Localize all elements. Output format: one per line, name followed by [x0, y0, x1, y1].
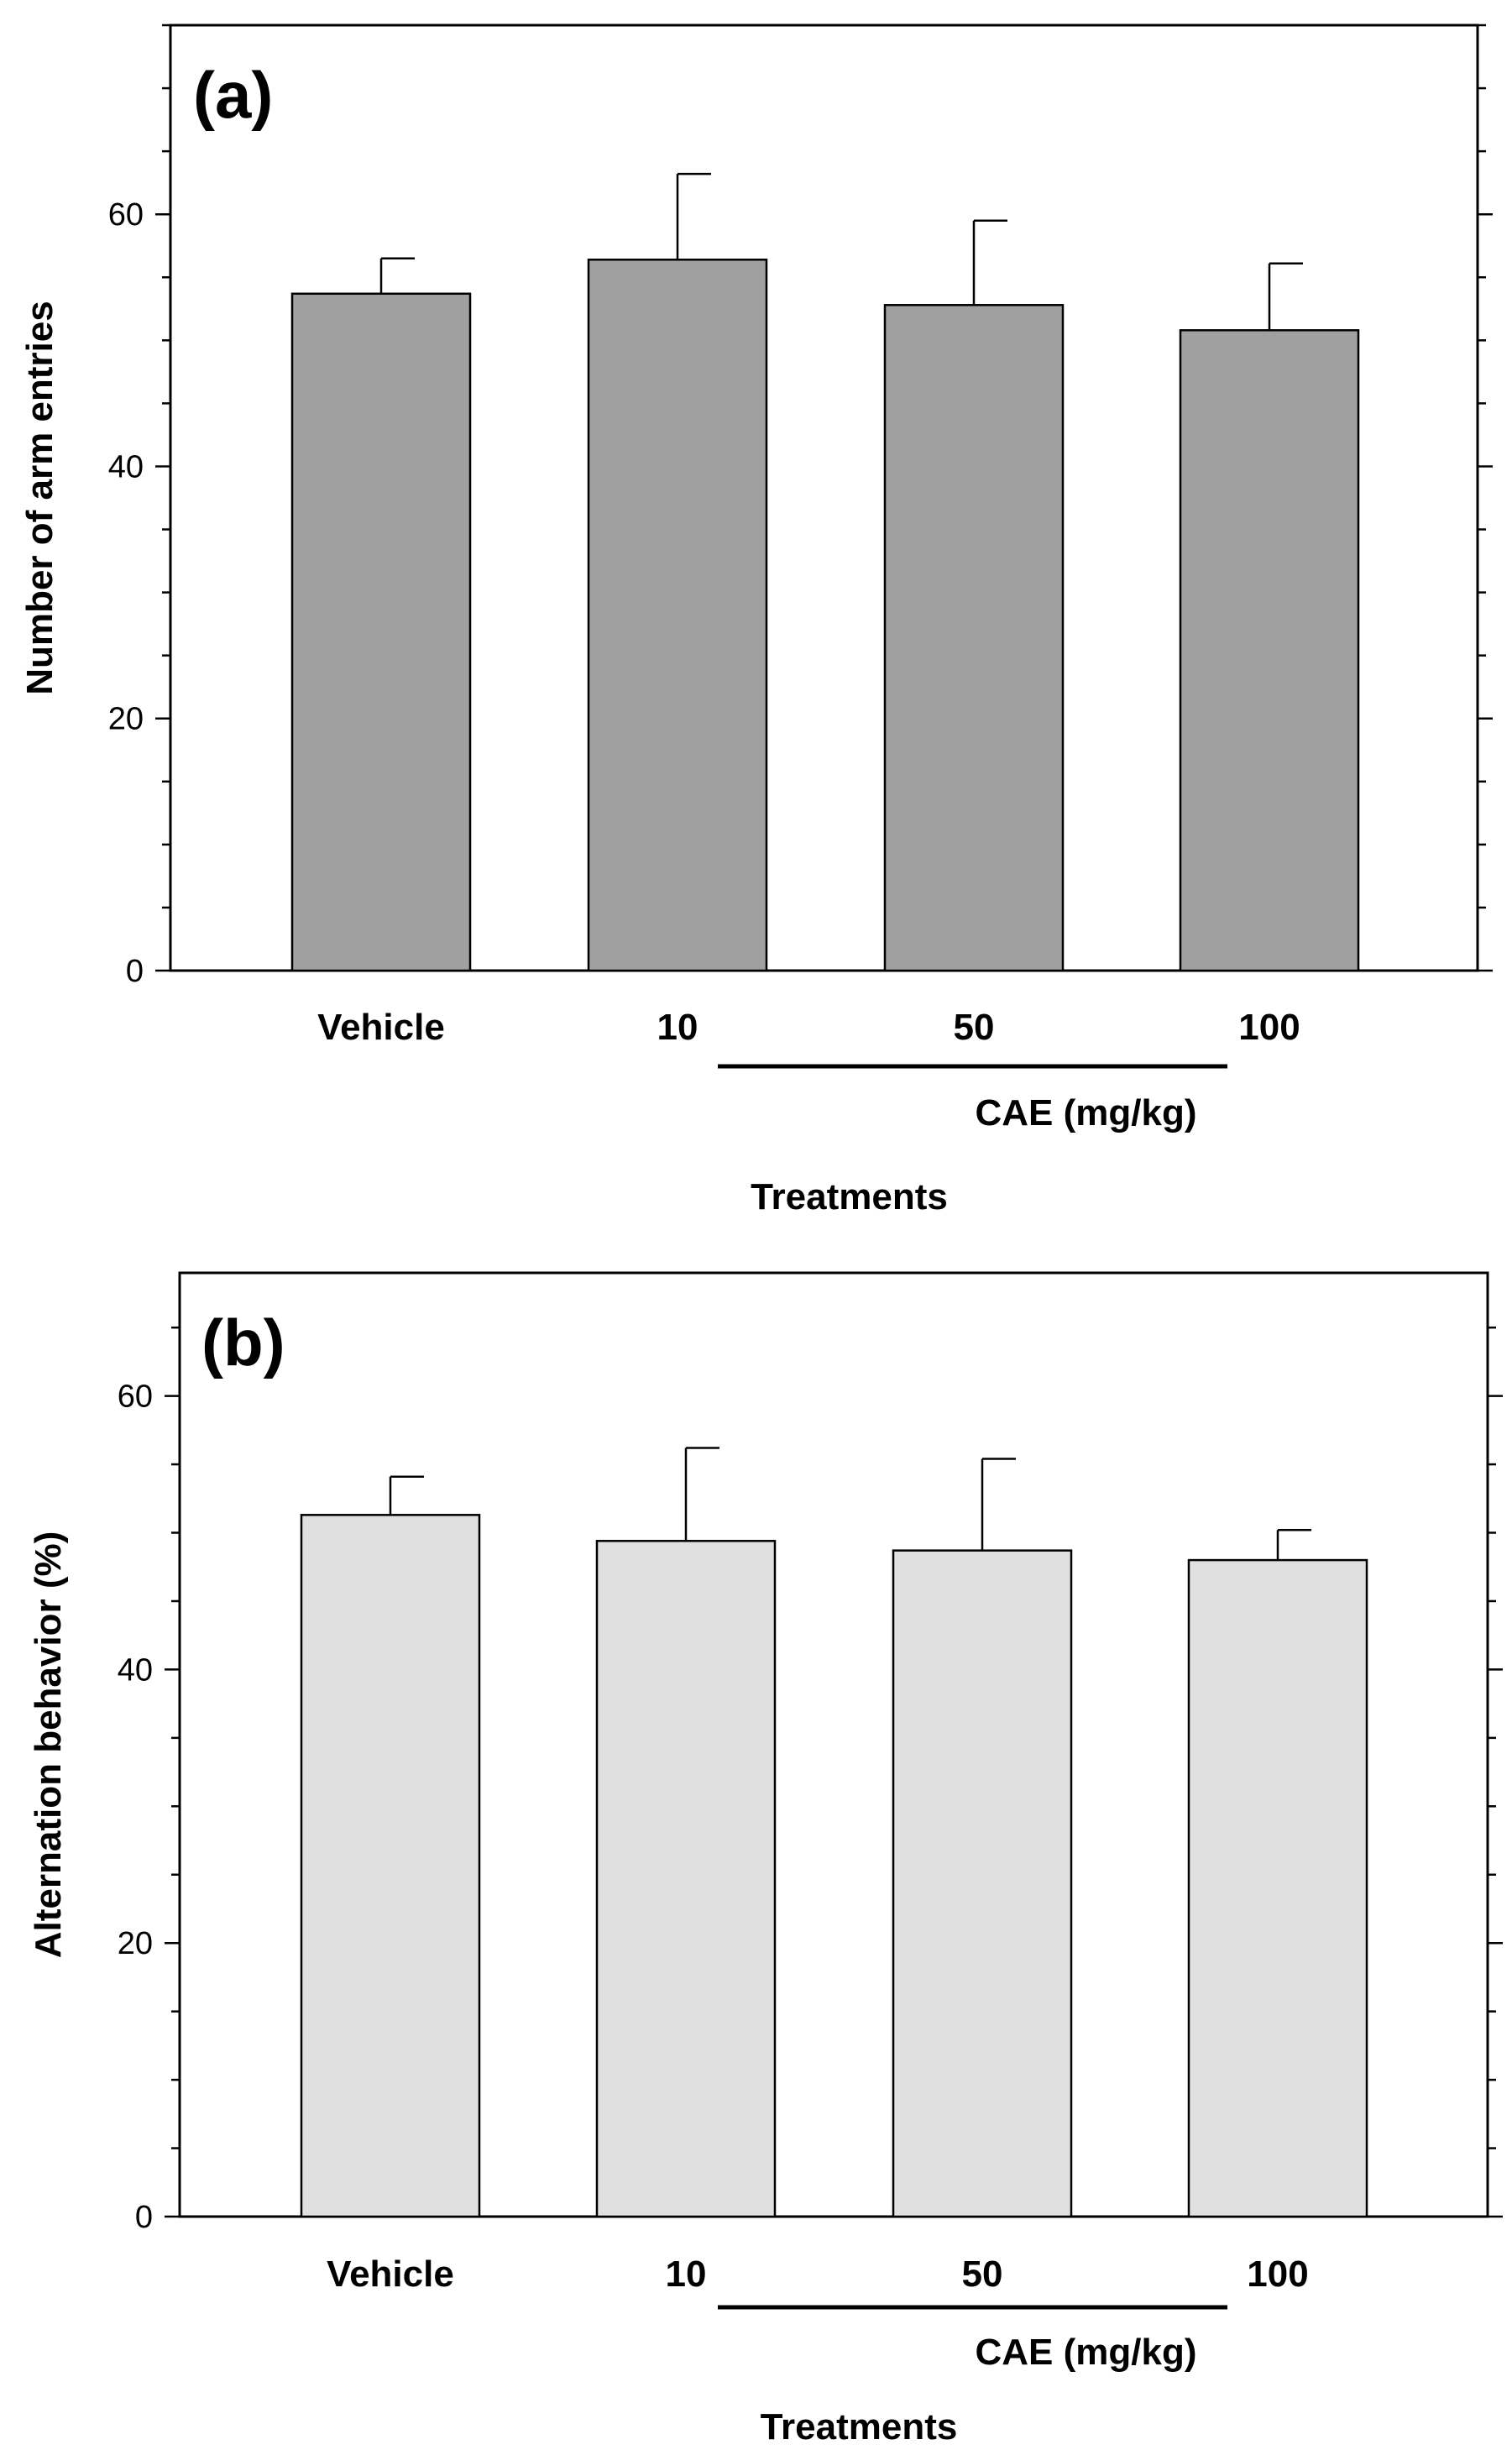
- panel-a-category-label: Vehicle: [317, 1007, 445, 1048]
- panel-b-y-axis-title: Alternation behavior (%): [28, 1531, 69, 1959]
- panel-b-category-label: Vehicle: [327, 2254, 454, 2295]
- panel-a: 0 20 40 60 Vehicle 10 50 100 CAE (mg/kg) Treatmen…: [19, 24, 1493, 1217]
- panel-a-x-axis-title: Treatments: [751, 1176, 948, 1217]
- panel-a-category-label: 100: [1238, 1007, 1300, 1048]
- panel-a-bar-100: [1179, 329, 1360, 972]
- panel-b-group-label: CAE (mg/kg): [976, 2332, 1197, 2373]
- panel-b-bar-vehicle: [300, 1514, 481, 2218]
- panel-b-bar-100: [1187, 1558, 1368, 2218]
- panel-b-category-label: 100: [1247, 2254, 1308, 2295]
- panel-b-bar-10: [595, 1540, 777, 2218]
- panel-a-group-label: CAE (mg/kg): [976, 1092, 1197, 1133]
- panel-b-category-label: 50: [962, 2254, 1003, 2295]
- panel-a-ytick-label: 60: [108, 197, 144, 233]
- panel-b-x-axis-title: Treatments: [761, 2406, 958, 2446]
- panel-a-bar-vehicle: [290, 292, 472, 972]
- panel-a-category-label: 50: [954, 1007, 995, 1048]
- panel-b-ytick-label: 40: [118, 1652, 153, 1688]
- panel-a-ytick-label: 0: [126, 954, 144, 989]
- panel-b-plot-frame: [178, 1271, 1489, 2218]
- panel-a-ytick-label: 40: [108, 449, 144, 484]
- panel-b-bar-50: [892, 1549, 1073, 2218]
- panel-b-category-label: 10: [666, 2254, 707, 2295]
- panel-b: 0 20 40 60 Vehicle 10 50 100 CAE (mg/kg) Treatmen…: [28, 1271, 1503, 2447]
- panel-a-bar-50: [883, 304, 1065, 972]
- panel-a-plot-frame: [169, 24, 1479, 972]
- panel-a-bar-10: [587, 258, 768, 972]
- panel-b-ytick-label: 0: [135, 2200, 153, 2235]
- panel-a-category-label: 10: [657, 1007, 698, 1048]
- panel-b-panel-label: (b): [201, 1306, 285, 1379]
- panel-a-panel-label: (a): [193, 58, 273, 132]
- panel-b-ytick-label: 60: [118, 1379, 153, 1415]
- panel-b-ytick-label: 20: [118, 1926, 153, 1961]
- panel-a-ytick-label: 20: [108, 702, 144, 737]
- panel-a-y-axis-title: Number of arm entries: [19, 301, 60, 694]
